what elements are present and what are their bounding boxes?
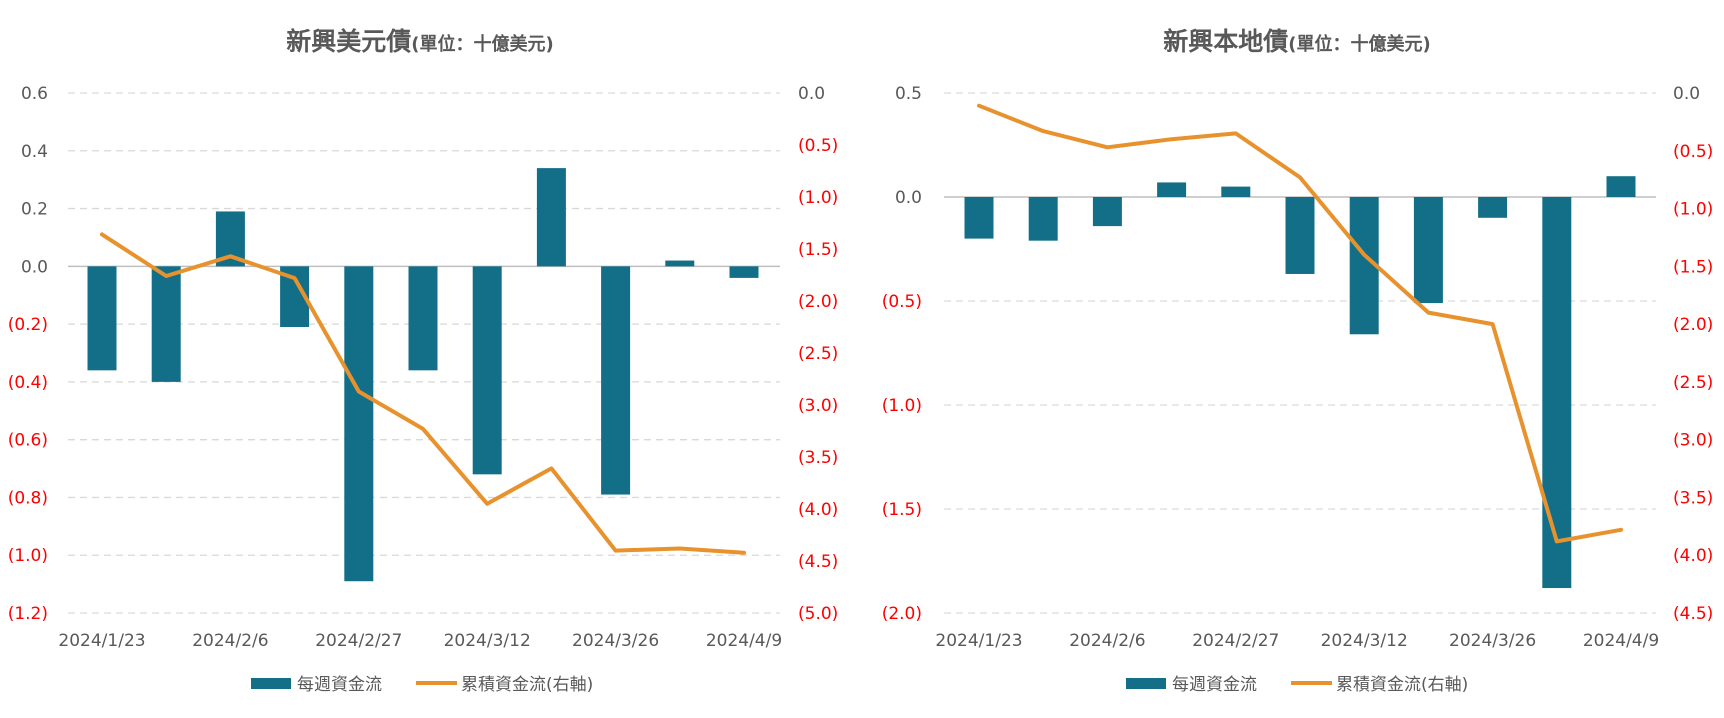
y-right-tick-label: (0.5) — [1673, 142, 1713, 162]
chart-title-unit: (單位：十億美元) — [411, 33, 553, 55]
legend-bar-swatch — [251, 678, 291, 689]
y-left-tick-label: 0.2 — [21, 200, 48, 220]
legend-bar-swatch — [1126, 678, 1166, 689]
y-right-tick-label: (4.5) — [798, 552, 838, 572]
x-tick-label: 2024/2/6 — [1069, 631, 1145, 651]
weekly-flow-bar — [537, 168, 566, 266]
weekly-flow-bar — [730, 266, 759, 278]
y-right-tick-label: (3.0) — [1673, 431, 1713, 451]
y-right-tick-label: (0.5) — [798, 136, 838, 156]
y-right-tick-label: 0.0 — [798, 84, 825, 104]
weekly-flow-bar — [1607, 176, 1636, 197]
weekly-flow-bar — [1414, 197, 1443, 303]
y-left-tick-label: (1.0) — [8, 546, 48, 566]
left-axis-ticks: 0.6 0.4 0.2 0.0 (0.2) (0.4) (0.6) (0.8) (1.0) (1.… — [8, 84, 48, 624]
chart-emerging-local-bonds: 新興本地債(單位：十億美元) 0.5 0.0 (0.5) (1.0) (1.5) (2.0… — [882, 27, 1714, 695]
weekly-flow-bar — [473, 266, 502, 474]
x-axis-ticks: 2024/1/23 2024/2/6 2024/2/27 2024/3/12 2024/… — [935, 631, 1659, 651]
y-right-tick-label: (2.5) — [798, 344, 838, 364]
x-tick-label: 2024/3/12 — [1321, 631, 1408, 651]
x-tick-label: 2024/3/26 — [1449, 631, 1536, 651]
legend: 每週資金流 累積資金流(右軸) — [251, 675, 593, 695]
legend-bar-label: 每週資金流 — [297, 675, 382, 695]
legend-line-label: 累積資金流(右軸) — [461, 675, 593, 695]
x-tick-label: 2024/4/9 — [706, 631, 782, 651]
weekly-flow-bars — [965, 176, 1636, 588]
x-tick-label: 2024/1/23 — [58, 631, 145, 651]
chart-title-unit: (單位：十億美元) — [1288, 33, 1430, 55]
weekly-flow-bar — [409, 266, 438, 370]
left-axis-ticks: 0.5 0.0 (0.5) (1.0) (1.5) (2.0) — [882, 84, 922, 624]
y-left-tick-label: 0.5 — [895, 84, 922, 104]
cumulative-flow-path — [979, 106, 1621, 542]
y-right-tick-label: (2.0) — [798, 292, 838, 312]
x-axis-ticks: 2024/1/23 2024/2/6 2024/2/27 2024/3/12 2024/… — [58, 631, 782, 651]
y-left-tick-label: 0.0 — [895, 188, 922, 208]
weekly-flow-bars — [88, 168, 759, 581]
y-left-tick-label: (1.0) — [882, 396, 922, 416]
weekly-flow-bar — [965, 197, 994, 239]
weekly-flow-bar — [1093, 197, 1122, 226]
chart-title: 新興本地債(單位：十億美元) — [1163, 27, 1430, 56]
x-tick-label: 2024/4/9 — [1583, 631, 1659, 651]
y-right-tick-label: (3.0) — [798, 396, 838, 416]
y-left-tick-label: (0.5) — [882, 292, 922, 312]
y-right-tick-label: (4.0) — [1673, 546, 1713, 566]
weekly-flow-bar — [88, 266, 117, 370]
weekly-flow-bar — [1157, 182, 1186, 197]
y-right-tick-label: (2.5) — [1673, 373, 1713, 393]
y-right-tick-label: (2.0) — [1673, 315, 1713, 335]
weekly-flow-bar — [344, 266, 373, 581]
y-left-tick-label: 0.4 — [21, 142, 48, 162]
y-right-tick-label: (3.5) — [1673, 488, 1713, 508]
cumulative-flow-line — [979, 106, 1621, 542]
y-right-tick-label: 0.0 — [1673, 84, 1700, 104]
legend-bar-label: 每週資金流 — [1172, 675, 1257, 695]
y-right-tick-label: (1.0) — [1673, 200, 1713, 220]
y-right-tick-label: (1.0) — [798, 188, 838, 208]
y-left-tick-label: (1.2) — [8, 604, 48, 624]
y-right-tick-label: (3.5) — [798, 448, 838, 468]
x-tick-label: 2024/2/27 — [1192, 631, 1279, 651]
chart-title-main: 新興美元債 — [286, 27, 411, 56]
legend-line-label: 累積資金流(右軸) — [1336, 675, 1468, 695]
right-axis-ticks: 0.0 (0.5) (1.0) (1.5) (2.0) (2.5) (3.0) (3.5) (4… — [798, 84, 838, 624]
weekly-flow-bar — [601, 266, 630, 494]
y-right-tick-label: (1.5) — [798, 240, 838, 260]
y-left-tick-label: 0.6 — [21, 84, 48, 104]
y-left-tick-label: 0.0 — [21, 257, 48, 277]
right-axis-ticks: 0.0 (0.5) (1.0) (1.5) (2.0) (2.5) (3.0) (3.5) (4… — [1673, 84, 1713, 624]
y-left-tick-label: (0.8) — [8, 488, 48, 508]
y-right-tick-label: (5.0) — [798, 604, 838, 624]
x-tick-label: 2024/2/6 — [192, 631, 268, 651]
y-left-tick-label: (2.0) — [882, 604, 922, 624]
weekly-flow-bar — [1221, 187, 1250, 197]
y-left-tick-label: (1.5) — [882, 500, 922, 520]
y-right-tick-label: (4.0) — [798, 500, 838, 520]
chart-title-main: 新興本地債 — [1163, 27, 1288, 56]
chart-emerging-usd-bonds: 新興美元債(單位：十億美元) 0.6 0.4 0.2 0.0 (0.2) (0.4) (0.… — [8, 27, 839, 695]
x-tick-label: 2024/2/27 — [315, 631, 402, 651]
weekly-flow-bar — [1542, 197, 1571, 588]
y-left-tick-label: (0.2) — [8, 315, 48, 335]
weekly-flow-bar — [152, 266, 181, 382]
x-tick-label: 2024/1/23 — [935, 631, 1022, 651]
weekly-flow-bar — [1029, 197, 1058, 241]
x-tick-label: 2024/3/26 — [572, 631, 659, 651]
x-tick-label: 2024/3/12 — [444, 631, 531, 651]
weekly-flow-bar — [665, 261, 694, 267]
weekly-flow-bar — [1286, 197, 1315, 274]
y-left-tick-label: (0.4) — [8, 373, 48, 393]
y-right-tick-label: (1.5) — [1673, 257, 1713, 277]
legend: 每週資金流 累積資金流(右軸) — [1126, 675, 1468, 695]
weekly-flow-bar — [1478, 197, 1507, 218]
chart-title: 新興美元債(單位：十億美元) — [286, 27, 553, 56]
y-right-tick-label: (4.5) — [1673, 604, 1713, 624]
y-left-tick-label: (0.6) — [8, 431, 48, 451]
